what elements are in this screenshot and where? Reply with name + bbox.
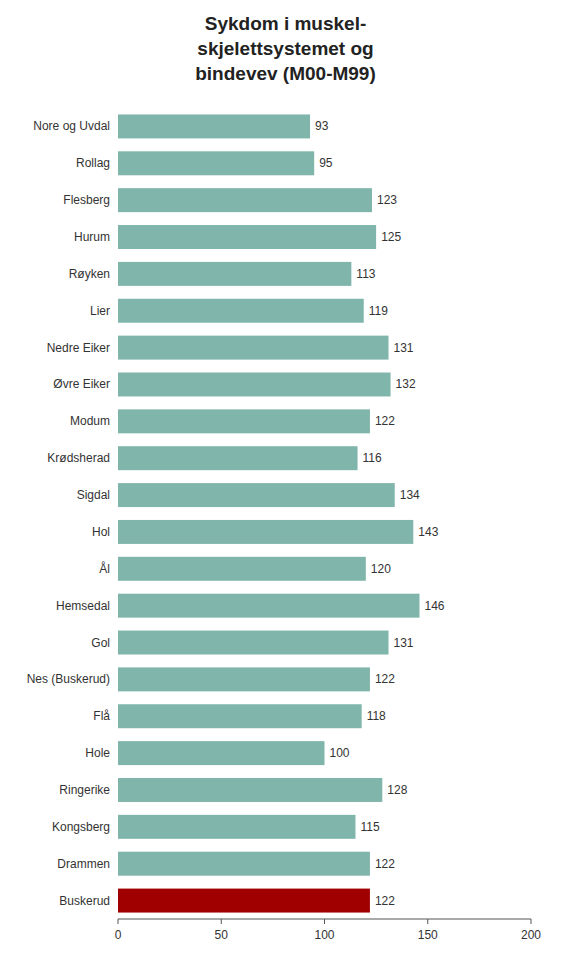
title: Sykdom i muskel-skjelettsystemet ogbinde… bbox=[195, 13, 376, 84]
category-label: Røyken bbox=[69, 267, 110, 281]
category-label: Gol bbox=[91, 636, 110, 650]
category-label: Nes (Buskerud) bbox=[27, 672, 110, 686]
bar bbox=[118, 483, 395, 507]
bar bbox=[118, 815, 355, 839]
x-tick-label: 100 bbox=[314, 928, 334, 942]
category-label: Hemsedal bbox=[56, 599, 110, 613]
data-label: 125 bbox=[381, 230, 401, 244]
category-label: Nore og Uvdal bbox=[33, 119, 110, 133]
category-label: Ringerike bbox=[59, 783, 110, 797]
category-label: Kongsberg bbox=[52, 820, 110, 834]
category-label: Buskerud bbox=[59, 894, 110, 908]
data-label: 113 bbox=[356, 267, 375, 281]
bar bbox=[118, 594, 419, 618]
data-label: 122 bbox=[375, 672, 395, 686]
x-tick-label: 0 bbox=[115, 928, 122, 942]
bar bbox=[118, 225, 376, 249]
data-label: 122 bbox=[375, 414, 395, 428]
x-tick-label: 50 bbox=[215, 928, 229, 942]
category-label: Modum bbox=[70, 414, 110, 428]
category-label: Ål bbox=[99, 561, 110, 576]
category-label: Lier bbox=[90, 304, 110, 318]
data-label: 120 bbox=[371, 562, 391, 576]
data-label: 119 bbox=[369, 304, 388, 318]
data-label: 123 bbox=[377, 193, 397, 207]
bar bbox=[118, 704, 362, 728]
data-label: 118 bbox=[367, 709, 386, 723]
bar bbox=[118, 151, 314, 175]
bar bbox=[118, 520, 413, 544]
bar bbox=[118, 446, 358, 470]
data-label: 93 bbox=[315, 119, 329, 133]
bar bbox=[118, 741, 325, 765]
x-tick bbox=[118, 919, 119, 924]
x-tick-label: 200 bbox=[521, 928, 541, 942]
x-tick bbox=[324, 919, 325, 924]
bar bbox=[118, 372, 391, 396]
bar bbox=[118, 299, 364, 323]
data-label: 143 bbox=[418, 525, 438, 539]
data-label: 122 bbox=[375, 894, 395, 908]
x-tick bbox=[427, 919, 428, 924]
bar bbox=[118, 336, 389, 360]
bar bbox=[118, 188, 372, 212]
data-label: 131 bbox=[394, 636, 414, 650]
data-label: 128 bbox=[387, 783, 407, 797]
bars bbox=[118, 114, 419, 912]
category-label: Nedre Eiker bbox=[47, 341, 110, 355]
bar bbox=[118, 262, 351, 286]
chart: Sykdom i muskel-skjelettsystemet ogbinde… bbox=[0, 0, 571, 969]
bar bbox=[118, 409, 370, 433]
category-label: Flesberg bbox=[63, 193, 110, 207]
x-tick bbox=[531, 919, 532, 924]
bar bbox=[118, 889, 370, 913]
category-label: Sigdal bbox=[77, 488, 110, 502]
data-label: 132 bbox=[396, 377, 416, 391]
data-label: 134 bbox=[400, 488, 420, 502]
data-label: 115 bbox=[360, 820, 379, 834]
bar bbox=[118, 667, 370, 691]
bar bbox=[118, 114, 310, 138]
category-label: Rollag bbox=[76, 156, 110, 170]
category-label: Hole bbox=[85, 746, 110, 760]
data-label: 131 bbox=[394, 341, 414, 355]
data-label: 116 bbox=[363, 451, 382, 465]
bar bbox=[118, 852, 370, 876]
data-label: 122 bbox=[375, 857, 395, 871]
data-label: 146 bbox=[424, 599, 444, 613]
category-label: Flå bbox=[93, 709, 110, 723]
x-tick-label: 150 bbox=[418, 928, 438, 942]
category-label: Hurum bbox=[74, 230, 110, 244]
data-label: 100 bbox=[330, 746, 350, 760]
x-tick bbox=[221, 919, 222, 924]
bar bbox=[118, 631, 389, 655]
category-label: Krødsherad bbox=[47, 451, 110, 465]
category-label: Øvre Eiker bbox=[53, 377, 110, 391]
category-label: Hol bbox=[92, 525, 110, 539]
data-label: 95 bbox=[319, 156, 333, 170]
bar bbox=[118, 557, 366, 581]
bar bbox=[118, 778, 382, 802]
category-label: Drammen bbox=[57, 857, 110, 871]
